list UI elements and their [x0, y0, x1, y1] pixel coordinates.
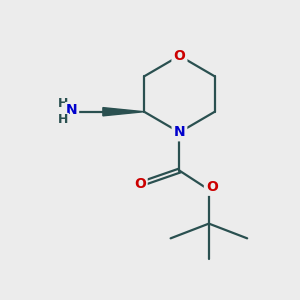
Polygon shape [103, 108, 144, 116]
Text: N: N [174, 125, 185, 139]
Text: H: H [58, 97, 68, 110]
Text: O: O [134, 177, 146, 191]
Text: N: N [66, 103, 78, 117]
Text: O: O [206, 180, 218, 194]
Text: H: H [58, 113, 68, 127]
Text: O: O [173, 49, 185, 63]
